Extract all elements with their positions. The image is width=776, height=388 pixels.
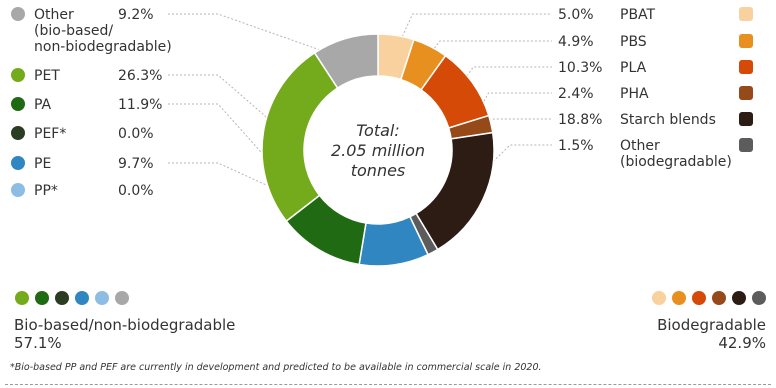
slice-pef-legend-swatch bbox=[11, 126, 25, 140]
group-name-bio-based: Bio-based/non-biodegradable bbox=[14, 316, 236, 334]
center-text-line-1: Total: bbox=[356, 121, 400, 140]
biodegradable-dot-3 bbox=[692, 291, 706, 305]
slice-pe-legend-swatch bbox=[11, 156, 25, 170]
group-name-biodegradable: Biodegradable bbox=[657, 316, 766, 334]
footnote: *Bio-based PP and PEF are currently in d… bbox=[10, 362, 542, 373]
slice-pet-leader bbox=[168, 74, 287, 135]
slice-other-bio-based-non-biodegradable-legend-swatch bbox=[11, 7, 25, 21]
slice-pef-label: PEF* bbox=[34, 126, 66, 142]
slice-pla-label: PLA bbox=[620, 60, 647, 76]
biodegradable-dot-6 bbox=[752, 291, 766, 305]
center-text-line-2: 2.05 million bbox=[331, 141, 425, 160]
slice-other-biodegradable-label: Other (biodegradable) bbox=[620, 138, 732, 170]
slice-other-biodegradable-value: 1.5% bbox=[558, 138, 594, 154]
slice-pbs-label: PBS bbox=[620, 34, 647, 50]
footnote-divider bbox=[5, 384, 771, 385]
slice-pp-label: PP* bbox=[34, 183, 58, 199]
biodegradable-dot-5 bbox=[732, 291, 746, 305]
slice-pe-label: PE bbox=[34, 156, 51, 172]
slice-starch-blends-label: Starch blends bbox=[620, 112, 716, 128]
slice-other-bio-based-non-biodegradable-label: Other (bio-based/non-biodegradable) bbox=[34, 7, 172, 55]
slice-pe-value: 9.7% bbox=[118, 156, 154, 172]
biodegradable-dot-4 bbox=[712, 291, 726, 305]
slice-pbs-value: 4.9% bbox=[558, 34, 594, 50]
slice-starch-blends-value: 18.8% bbox=[558, 112, 602, 128]
slice-other-bio-based-non-biodegradable bbox=[313, 33, 379, 90]
slice-pbs-legend-swatch bbox=[739, 34, 753, 48]
slice-pha-label: PHA bbox=[620, 86, 649, 102]
group-total-biodegradable: 42.9% bbox=[718, 334, 766, 352]
slice-other-bio-based-non-biodegradable-leader bbox=[168, 13, 352, 62]
bio-based-dot-2 bbox=[35, 291, 49, 305]
group-total-bio-based: 57.1% bbox=[14, 334, 62, 352]
slice-other-bio-based-non-biodegradable-value: 9.2% bbox=[118, 7, 154, 23]
slice-pa-value: 11.9% bbox=[118, 97, 162, 113]
slice-pbat-label: PBAT bbox=[620, 7, 656, 23]
legend-dots-bio-based bbox=[15, 291, 129, 305]
biodegradable-dot-1 bbox=[652, 291, 666, 305]
group-label-bio-based: Bio-based/non-biodegradable 57.1% bbox=[14, 316, 235, 352]
slice-pet bbox=[261, 51, 339, 223]
slice-pha-value: 2.4% bbox=[558, 86, 594, 102]
slice-other-biodegradable-legend-swatch bbox=[739, 138, 753, 152]
bio-based-dot-4 bbox=[75, 291, 89, 305]
bio-based-dot-5 bbox=[95, 291, 109, 305]
group-label-biodegradable: Biodegradable 42.9% bbox=[657, 316, 766, 352]
slice-pet-legend-swatch bbox=[11, 68, 25, 82]
bio-based-dot-1 bbox=[15, 291, 29, 305]
slice-pa-legend-swatch bbox=[11, 97, 25, 111]
slice-pa-label: PA bbox=[34, 97, 52, 113]
slice-pbs-leader bbox=[419, 40, 552, 68]
biodegradable-dot-2 bbox=[672, 291, 686, 305]
slice-pet-value: 26.3% bbox=[118, 68, 162, 84]
slice-pp-legend-swatch bbox=[11, 183, 25, 197]
bio-based-dot-6 bbox=[115, 291, 129, 305]
bio-based-dot-3 bbox=[55, 291, 69, 305]
slice-pbat-value: 5.0% bbox=[558, 7, 594, 23]
legend-dots-biodegradable bbox=[652, 291, 766, 305]
slice-pla-legend-swatch bbox=[739, 60, 753, 74]
slice-pa-leader bbox=[168, 103, 331, 231]
center-text-line-3: tonnes bbox=[351, 161, 406, 180]
slice-pbat-legend-swatch bbox=[739, 7, 753, 21]
slice-pp-value: 0.0% bbox=[118, 183, 154, 199]
slice-pet-label: PET bbox=[34, 68, 60, 84]
slice-starch-blends-legend-swatch bbox=[739, 112, 753, 126]
slice-pla-value: 10.3% bbox=[558, 60, 602, 76]
slice-pef-value: 0.0% bbox=[118, 126, 154, 142]
slice-pha-legend-swatch bbox=[739, 86, 753, 100]
